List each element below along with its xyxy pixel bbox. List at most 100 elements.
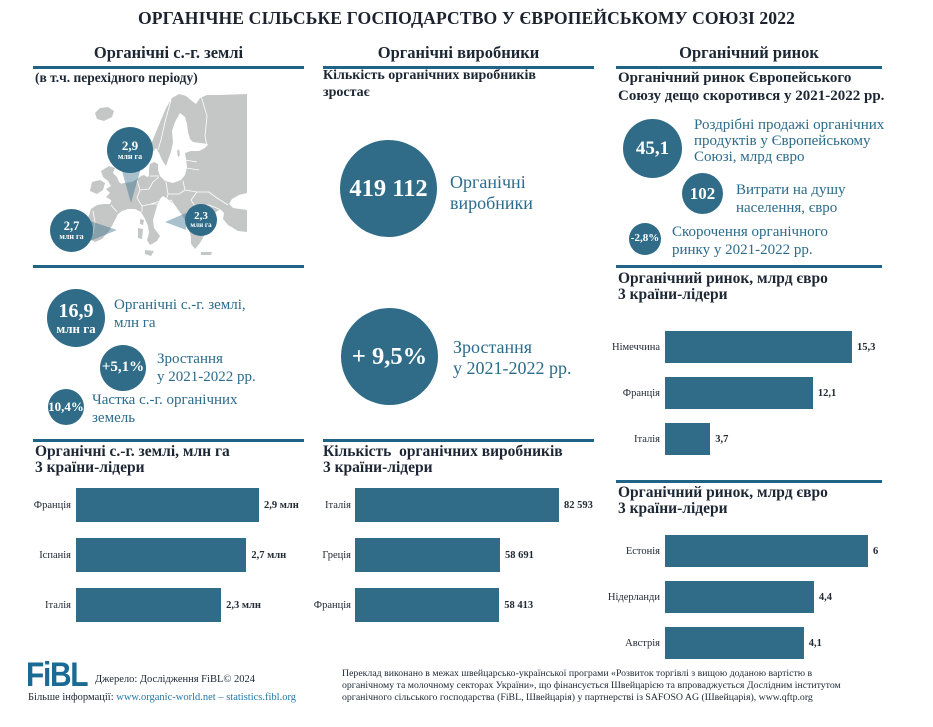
map-gotland — [177, 149, 180, 157]
map-border-line — [168, 189, 198, 195]
map-border-line — [136, 179, 143, 212]
stat-label-land-total: Органічні с.-г. землі, млн га — [114, 297, 246, 332]
bar — [665, 423, 711, 455]
map-pin-italy: 2,3 млн га — [185, 204, 217, 236]
producers-note: Кількість органічних виробників зростає — [323, 67, 536, 101]
bar — [355, 588, 500, 622]
underline-producers — [323, 66, 594, 69]
bar-value: 58 413 — [504, 599, 534, 611]
stat-label-land-growth: Зростання у 2021-2022 рр. — [157, 351, 256, 386]
land-bar-chart: Франція 2,9 млн Іспанія 2,7 млн Італія 2… — [20, 480, 299, 630]
map-pin-france: 2,9 млн га — [107, 127, 153, 173]
map-crete — [201, 252, 212, 255]
bar-row: Франція 58 413 — [295, 580, 593, 630]
column-heading-market: Органічний ринок — [679, 43, 819, 62]
stat-value: -2,8% — [630, 232, 660, 245]
bar-row: Італія 3,7 — [600, 416, 875, 462]
land-chart-title: Органічні с.-г. землі, млн га 3 країни-л… — [35, 444, 230, 476]
stat-label-market-percapita: Витрати на душу населення, євро — [736, 182, 846, 217]
stat-value: 102 — [689, 183, 716, 203]
map-corsica — [140, 219, 144, 225]
map-border-line — [200, 95, 208, 147]
stat-label-line: Роздрібні продажі органічних — [694, 117, 885, 133]
map-border-line — [184, 159, 198, 163]
bar-label: Нідерланди — [607, 591, 660, 603]
map-pin-spain: 2,7 млн га — [50, 209, 93, 252]
bar-value: 6 — [873, 545, 879, 557]
stat-label-line: млн га — [114, 314, 156, 331]
pin-value: 2,7 — [63, 218, 80, 233]
stat-circle-land-total: 16,9 млн га — [47, 289, 105, 347]
europe-map-svg — [87, 94, 247, 256]
stat-label-line: Союзі, млрд євро — [694, 148, 805, 165]
bar-row: Італія 2,3 млн — [20, 580, 299, 630]
bar — [665, 535, 868, 567]
bar-label: Німеччина — [611, 341, 660, 353]
map-iceland — [95, 107, 114, 121]
bar-row: Австрія 4,1 — [600, 620, 878, 666]
bar-label: Італія — [325, 499, 351, 511]
chart-subtitle: 3 країни-лідери — [618, 500, 728, 517]
stat-label-line: Частка с.-г. органічних — [92, 392, 238, 408]
bar-value: 2,3 млн — [226, 599, 261, 611]
market-bar-chart: Німеччина 15,3 Франція 12,1 Італія 3,7 — [600, 324, 875, 462]
map-border-line — [151, 199, 178, 210]
more-info-link[interactable]: www.organic-world.net – statistics.fibl.… — [116, 692, 297, 703]
pin-value: 2,3 — [194, 209, 208, 222]
map-borders — [92, 95, 229, 235]
stat-label-line: Органічні с.-г. землі, — [114, 297, 246, 313]
map-border-line — [92, 210, 96, 235]
bar-label: Франція — [33, 499, 71, 511]
bar-value: 58 691 — [505, 549, 534, 561]
stat-label-line: у 2021-2022 рр. — [453, 357, 572, 378]
stat-unit: млн га — [56, 320, 96, 336]
chart-title-line: Органічний ринок, млрд євро — [618, 270, 828, 287]
map-border-line — [185, 167, 200, 171]
bar — [665, 627, 804, 659]
column-heading-producers: Органічні виробники — [377, 43, 540, 62]
bar — [665, 331, 852, 363]
pin-triangle-spain — [90, 221, 117, 241]
stat-label-line: земель — [92, 409, 136, 426]
translation-line: Переклад виконано в межах швейцарсько-ук… — [342, 668, 813, 679]
chart-subtitle: 3 країни-лідери — [618, 286, 728, 303]
stat-label-line: у 2021-2022 рр. — [157, 368, 256, 385]
stat-label-line: ринку у 2021-2022 рр. — [672, 241, 813, 258]
market-note: Органічний ринок Європейського Союзу дещ… — [618, 70, 884, 105]
chart-subtitle: 3 країни-лідери — [35, 459, 145, 476]
separator-producers-chart — [323, 439, 594, 442]
bar-row: Іспанія 2,7 млн — [20, 530, 299, 580]
stat-value: 419 112 — [349, 174, 428, 202]
note-line: Органічний ринок Європейського — [618, 70, 852, 86]
footer-source: Джерело: Дослідження FiBL© 2024 — [95, 674, 255, 685]
bar-label: Австрія — [625, 637, 660, 649]
bar-label: Франція — [622, 387, 660, 399]
separator-land — [33, 265, 304, 268]
bar-value: 4,1 — [808, 637, 822, 649]
pin-triangles — [90, 164, 186, 241]
stat-label-line: Органічні — [450, 172, 526, 192]
map-border-line — [157, 99, 172, 151]
map-ireland — [90, 180, 105, 194]
bar-label: Франція — [313, 599, 351, 611]
chart-title-line: Органічні с.-г. землі, млн га — [35, 443, 230, 460]
stat-label-market-sales: Роздрібні продажі органічних продуктів у… — [694, 117, 885, 165]
chart-title-line: Кількість органічних виробників — [323, 443, 563, 460]
market2-bar-chart: Естонія 6 Нідерланди 4,4 Австрія 4,1 — [600, 528, 878, 666]
stat-circle-market-percapita: 102 — [682, 173, 723, 214]
bar-row: Франція 12,1 — [600, 370, 875, 416]
stat-label-land-share: Частка с.-г. органічних земель — [92, 392, 238, 427]
stat-circle-producers-growth: + 9,5% — [341, 308, 438, 405]
separator-market2-chart — [616, 480, 882, 483]
bar-value: 15,3 — [857, 341, 876, 353]
pin-triangle-italy — [165, 213, 186, 230]
bar — [665, 377, 813, 409]
translation-line: органічного сільського господарства (FiB… — [342, 692, 813, 704]
bar-label: Греція — [322, 549, 351, 561]
footer-translation: Переклад виконано в межах швейцарсько-ук… — [342, 668, 841, 705]
stat-circle-market-sales: 45,1 — [623, 119, 682, 178]
note-line: Кількість органічних виробників — [323, 68, 536, 83]
stat-value: + 9,5% — [351, 342, 428, 370]
page-title: ОРГАНІЧНЕ СІЛЬСЬКЕ ГОСПОДАРСТВО У ЄВРОПЕ… — [137, 8, 796, 28]
bar — [355, 538, 500, 572]
